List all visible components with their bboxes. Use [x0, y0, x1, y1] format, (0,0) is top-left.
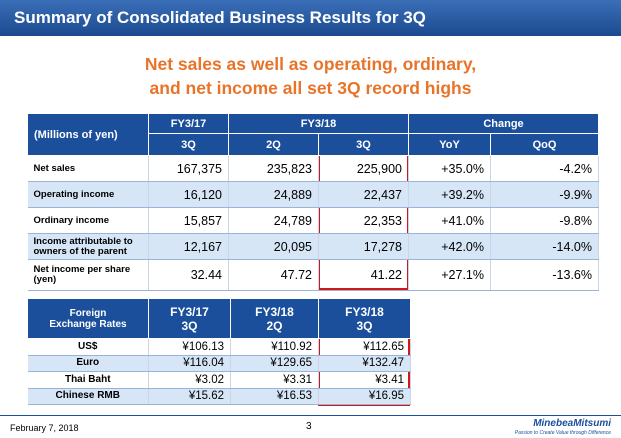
- header-cell: (Millions of yen): [27, 113, 149, 156]
- header-cell: Foreign Exchange Rates: [27, 298, 149, 339]
- data-row: Thai Baht ¥3.02 ¥3.31 ¥3.41: [27, 371, 411, 389]
- row-label: Chinese RMB: [27, 388, 149, 405]
- value-cell: ¥112.65: [318, 338, 411, 356]
- row-label: Euro: [27, 355, 149, 372]
- value-cell: 15,857: [148, 207, 229, 234]
- value-cell: +27.1%: [408, 259, 491, 291]
- header-line: 2Q: [266, 318, 283, 333]
- logo-tagline: Passion to Create Value through Differen…: [514, 430, 611, 436]
- header-line: Exchange Rates: [49, 318, 127, 330]
- data-row: Net income per share (yen) 32.44 47.72 41.2…: [27, 259, 599, 291]
- results-table: (Millions of yen) FY3/17 FY3/18 Change 3Q 2Q 3…: [27, 113, 599, 291]
- value-cell: +41.0%: [408, 207, 491, 234]
- value-cell: -4.2%: [490, 155, 599, 182]
- header-line: Foreign: [69, 307, 107, 319]
- value-cell: 225,900: [318, 155, 409, 182]
- data-row: Net sales 167,375 235,823 225,900 +35.0% -4.2…: [27, 155, 599, 182]
- data-row: Operating income 16,120 24,889 22,437 +39.2%…: [27, 181, 599, 208]
- value-cell: ¥3.31: [230, 371, 319, 389]
- header-line: 3Q: [356, 318, 373, 333]
- page-number: 3: [306, 421, 312, 432]
- header-cell: 3Q: [148, 133, 229, 156]
- value-cell: -9.8%: [490, 207, 599, 234]
- header-row: (Millions of yen) FY3/17 FY3/18 Change: [27, 113, 599, 156]
- value-cell: 22,353: [318, 207, 409, 234]
- data-row: Chinese RMB ¥15.62 ¥16.53 ¥16.95: [27, 388, 411, 405]
- value-cell: ¥110.92: [230, 338, 319, 356]
- header-cell: QoQ: [490, 133, 599, 156]
- value-cell: -9.9%: [490, 181, 599, 208]
- value-cell: 47.72: [228, 259, 319, 291]
- value-cell: 20,095: [228, 233, 319, 260]
- header-line: 3Q: [181, 318, 198, 333]
- value-cell: ¥16.53: [230, 388, 319, 405]
- value-cell: 167,375: [148, 155, 229, 182]
- row-label: Net sales: [27, 155, 149, 182]
- header-row: 3Q 2Q 3Q YoY QoQ: [28, 133, 599, 156]
- header-line: FY3/17: [170, 304, 209, 319]
- data-row: US$ ¥106.13 ¥110.92 ¥112.65: [27, 338, 411, 356]
- data-row: Euro ¥116.04 ¥129.65 ¥132.47: [27, 355, 411, 372]
- value-cell: -13.6%: [490, 259, 599, 291]
- value-cell: ¥132.47: [318, 355, 411, 372]
- logo: MinebeaMitsumi: [533, 418, 611, 429]
- row-label: Operating income: [27, 181, 149, 208]
- data-row: Ordinary income 15,857 24,789 22,353 +41.0% -…: [27, 207, 599, 234]
- footer-rule: [0, 415, 621, 416]
- header-line: FY3/18: [255, 304, 294, 319]
- header-cell: FY3/18: [228, 113, 409, 134]
- value-cell: -14.0%: [490, 233, 599, 260]
- footer-date: February 7, 2018: [10, 423, 79, 433]
- value-cell: ¥16.95: [318, 388, 411, 405]
- subtitle-line: and net income all set 3Q record highs: [149, 78, 472, 98]
- value-cell: 24,789: [228, 207, 319, 234]
- header-cell: YoY: [408, 133, 491, 156]
- header-cell: FY3/18 2Q: [230, 298, 319, 339]
- value-cell: ¥116.04: [148, 355, 231, 372]
- value-cell: ¥106.13: [148, 338, 231, 356]
- value-cell: ¥3.41: [318, 371, 411, 389]
- row-label: Ordinary income: [27, 207, 149, 234]
- subtitle-line: Net sales as well as operating, ordinary…: [144, 54, 477, 74]
- value-cell: +35.0%: [408, 155, 491, 182]
- value-cell: 235,823: [228, 155, 319, 182]
- header-cell: FY3/17: [148, 113, 229, 134]
- value-cell: 22,437: [318, 181, 409, 208]
- value-cell: 16,120: [148, 181, 229, 208]
- slide-title: Summary of Consolidated Business Results…: [0, 0, 621, 36]
- value-cell: ¥3.02: [148, 371, 231, 389]
- row-label: Income attributable to owners of the par…: [27, 233, 149, 260]
- value-cell: +42.0%: [408, 233, 491, 260]
- fx-table: Foreign Exchange Rates FY3/17 3Q FY3/18 2Q FY3…: [27, 298, 411, 405]
- header-row: Foreign Exchange Rates FY3/17 3Q FY3/18 2Q FY3…: [27, 298, 411, 339]
- value-cell: ¥15.62: [148, 388, 231, 405]
- value-cell: +39.2%: [408, 181, 491, 208]
- data-row: Income attributable to owners of the par…: [27, 233, 599, 260]
- header-cell: 3Q: [318, 133, 409, 156]
- value-cell: 32.44: [148, 259, 229, 291]
- value-cell: 17,278: [318, 233, 409, 260]
- header-line: FY3/18: [345, 304, 384, 319]
- header-cell: FY3/18 3Q: [318, 298, 411, 339]
- value-cell: 24,889: [228, 181, 319, 208]
- value-cell: 41.22: [318, 259, 409, 291]
- row-label: US$: [27, 338, 149, 356]
- value-cell: 12,167: [148, 233, 229, 260]
- row-label: Thai Baht: [27, 371, 149, 389]
- row-label: Net income per share (yen): [27, 259, 149, 291]
- header-cell: 2Q: [228, 133, 319, 156]
- header-cell: FY3/17 3Q: [148, 298, 231, 339]
- value-cell: ¥129.65: [230, 355, 319, 372]
- header-cell: Change: [408, 113, 599, 134]
